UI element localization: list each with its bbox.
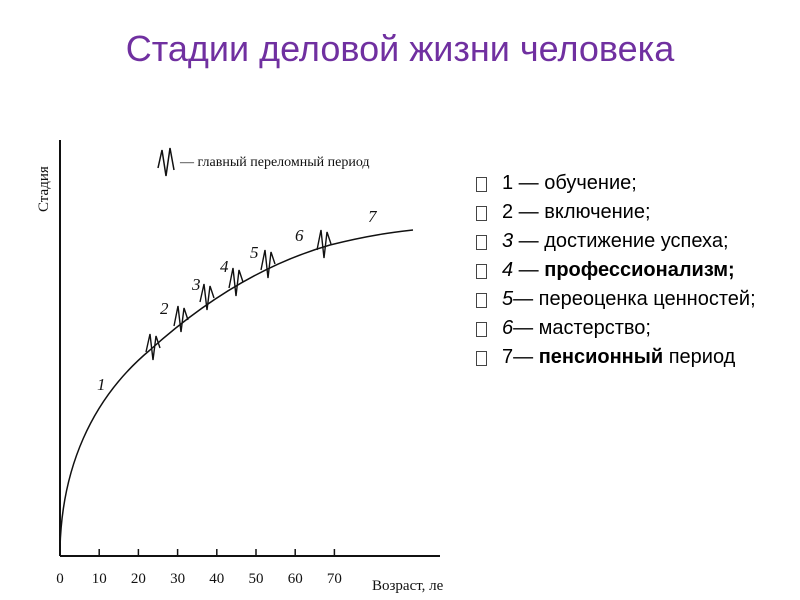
list-text: профессионализм; [544,259,735,281]
x-tick-label: 60 [288,571,303,587]
list-text: 5 [502,288,514,310]
list-item: 4 — профессионализм; [472,259,790,282]
list-item: 2 — включение; [472,201,790,224]
stage-label: 5 [250,243,259,262]
y-axis-label: Стадия [36,166,52,212]
bullet [476,351,487,366]
x-axis-label: Возраст, ле [372,578,444,594]
x-tick-label: 40 [209,571,224,587]
list-item: 3 — достижение успеха; [472,230,790,253]
stage-label: 4 [220,257,229,276]
x-tick-label: 20 [131,571,146,587]
list-text: период [663,346,736,368]
list-item: 6— мастерство; [472,317,790,340]
stage-label: 6 [295,226,304,245]
list-text: 2 — включение; [502,201,651,223]
bullet [476,293,487,308]
bullet [476,206,487,221]
x-tick-label: 50 [249,571,264,587]
x-tick-label: 30 [170,571,185,587]
list-text: 1 — обучение; [502,172,637,194]
career-curve [59,229,414,549]
list-item: 7— пенсионный период [472,346,790,369]
legend-symbol [157,147,175,177]
diagram: Стадия Возраст, ле — главный переломный … [36,140,444,594]
list-item: 5— переоценка ценностей; [472,288,790,311]
stage-label: 3 [191,275,201,294]
list-text: — переоценка ценностей; [513,288,756,310]
bullet [476,235,487,250]
list-text: пенсионный [538,346,664,368]
list-item: 1 — обучение; [472,172,790,195]
bullet [476,264,487,279]
list-text: — [513,259,545,281]
stage-list: 1 — обучение; 2 — включение; 3 — достижени… [472,172,790,375]
list-text: 6 [502,317,514,339]
list-text: 7— [502,346,539,368]
x-tick-label: 10 [92,571,107,587]
slide-title: Стадии деловой жизни человека [125,28,675,69]
bullet [476,177,487,192]
bullet [476,322,487,337]
stage-label: 1 [97,375,106,394]
x-tick-label: 70 [327,571,342,587]
stage-label: 2 [160,299,169,318]
list-text: — достижение успеха; [513,230,729,252]
x-tick-label: 0 [56,571,64,587]
breakpoints [145,229,332,361]
list-text: 3 [502,230,514,252]
stage-label: 7 [368,207,378,226]
list-text: — мастерство; [513,317,651,339]
legend-text: — главный переломный период [179,155,370,170]
list-text: 4 [502,259,514,281]
